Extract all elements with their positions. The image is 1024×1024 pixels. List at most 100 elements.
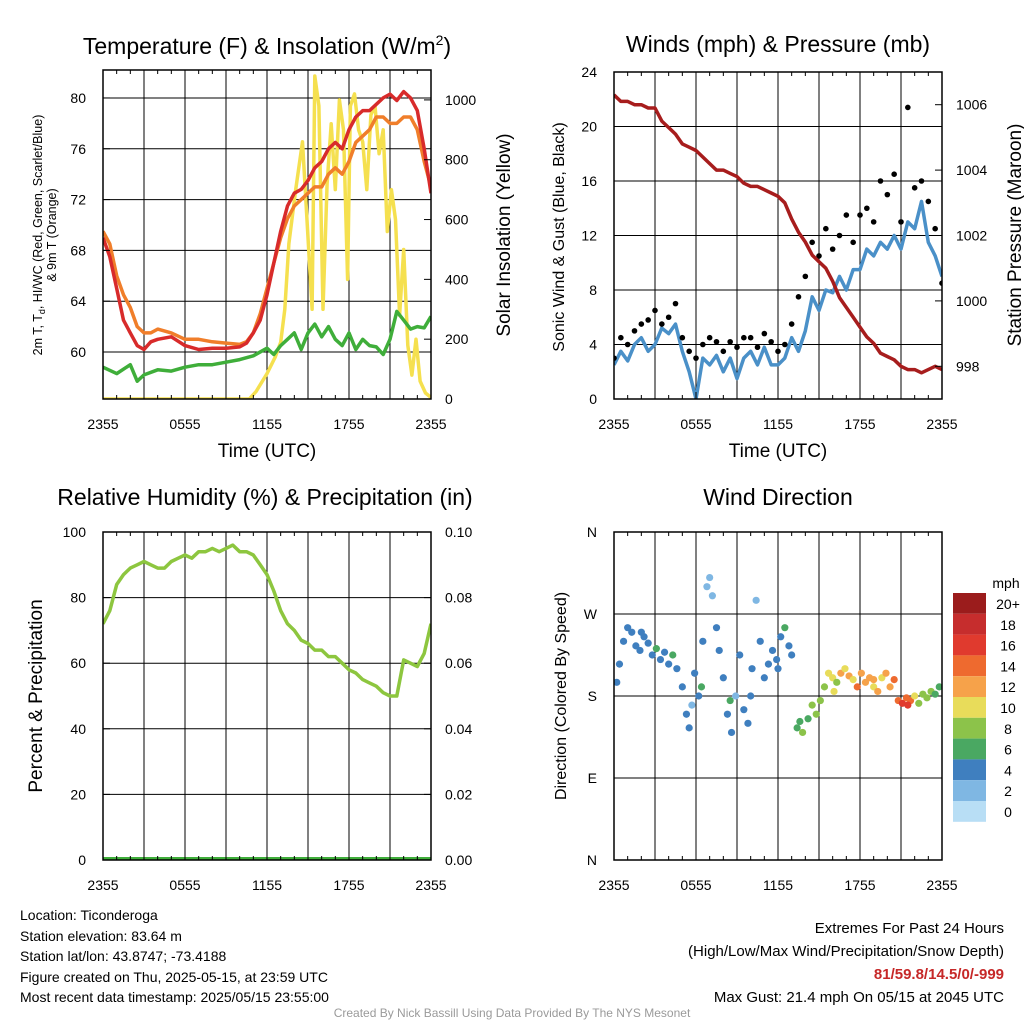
plot-area — [103, 74, 431, 399]
gust-point — [700, 341, 706, 348]
extremes-values: 81/59.8/14.5/0/-999 — [873, 966, 1004, 983]
gust-point — [693, 355, 699, 361]
temperature-title-close: ) — [443, 33, 451, 59]
wind-direction-point — [756, 637, 764, 645]
wind-direction-point — [719, 674, 727, 682]
wind-direction-point — [637, 628, 645, 636]
wind-direction-point — [904, 701, 912, 709]
winds-panel-title: Winds (mph) & Pressure (mb) — [626, 31, 930, 57]
wind-direction-point — [747, 692, 755, 700]
credit-line: Created By Nick Bassill Using Data Provi… — [333, 1006, 691, 1020]
gust-point — [843, 212, 850, 218]
gust-point — [754, 344, 761, 351]
wind-direction-point — [673, 665, 681, 673]
temperature-axes: 2355 0555 1155 1755 235560646872768002004006… — [70, 69, 476, 432]
gust-point — [850, 239, 856, 246]
station-location: Location: Ticonderoga — [20, 907, 158, 923]
y-tick-label: E — [588, 770, 597, 786]
x-tick-label: 1155 — [763, 877, 793, 893]
gust-point — [631, 328, 638, 334]
wind-direction-point — [740, 706, 748, 714]
colorbar-swatch — [953, 759, 986, 781]
x-tick-label: 2355 — [598, 416, 629, 432]
y2-tick-label: 0.06 — [445, 655, 472, 671]
y2-tick-label: 800 — [445, 152, 469, 168]
temperature-panel: Temperature (F) & Insolation (W/m2) 2355… — [31, 32, 515, 462]
y2-tick-label: 1000 — [956, 293, 987, 309]
gust-point — [768, 338, 774, 345]
y-tick-label: W — [584, 606, 598, 622]
wind-direction-point — [691, 669, 699, 677]
gust-point — [741, 334, 747, 341]
figure-created: Figure created on Thu, 2025-05-15, at 23… — [20, 968, 328, 985]
wind-direction-point — [648, 651, 656, 659]
wind-direction-point — [688, 701, 696, 709]
colorbar-swatch — [953, 780, 986, 801]
gust-point — [898, 219, 904, 225]
wind-direction-point — [652, 645, 660, 653]
wind-direction-point — [882, 669, 890, 677]
wind-direction-point — [752, 596, 760, 604]
colorbar-label: 12 — [1000, 679, 1016, 695]
y-tick-label: 60 — [70, 344, 86, 360]
max-gust: Max Gust: 21.4 mph On 05/15 at 2045 UTC — [713, 989, 1004, 1006]
wind-direction-point — [874, 687, 882, 696]
wind-direction-point — [830, 687, 838, 696]
wind-direction-point — [644, 639, 652, 647]
wind-direction-point — [804, 715, 812, 723]
temperature-series — [103, 74, 431, 399]
winds-ylabel: Sonic Wind & Gust (Blue, Black) — [551, 122, 568, 351]
series-line — [103, 89, 431, 352]
wind-direction-point — [615, 660, 624, 668]
extremes-box: Extremes For Past 24 Hours (High/Low/Max… — [688, 917, 1004, 1009]
y-tick-label: 8 — [589, 282, 597, 298]
gust-point — [884, 191, 891, 198]
colorbar-swatch — [953, 676, 986, 697]
colorbar-label: 2 — [1004, 783, 1012, 799]
y2-tick-label: 1002 — [956, 228, 987, 244]
gust-point — [659, 321, 665, 327]
colorbar-label: 10 — [1000, 700, 1016, 716]
y-tick-label: 68 — [70, 242, 86, 258]
wind-direction-point — [760, 674, 768, 682]
wind-direction-point — [703, 583, 711, 591]
colorbar-label: 18 — [1000, 617, 1016, 633]
wind-direction-point — [890, 676, 898, 684]
wind-direction-point — [833, 678, 841, 686]
humidity-axes: 2355 0555 1155 1755 23550204060801000.000.02… — [63, 524, 473, 893]
temperature-ylabel-part1: 2m T, T — [31, 314, 45, 356]
colorbar-label: 20+ — [996, 596, 1020, 612]
extremes-title: Extremes For Past 24 Hours — [814, 920, 1004, 937]
colorbar-label: 4 — [1004, 762, 1012, 778]
gust-point — [857, 212, 863, 218]
gust-point — [665, 314, 672, 321]
y-tick-label: 20 — [581, 119, 597, 135]
series-line — [614, 93, 942, 375]
wind-direction-panel: Wind Direction 2355 0555 1155 1755 2355NESWN… — [553, 484, 1020, 893]
x-tick-label: 0555 — [169, 416, 200, 432]
gust-point — [782, 341, 788, 348]
y-tick-label: 60 — [70, 655, 86, 671]
gust-point — [706, 334, 713, 341]
x-tick-label: 2355 — [87, 877, 118, 893]
y2-tick-label: 400 — [445, 271, 469, 287]
x-tick-label: 1155 — [252, 877, 282, 893]
gust-point — [795, 294, 802, 300]
y-tick-label: 0 — [589, 391, 597, 407]
colorbar-label: 0 — [1004, 804, 1012, 820]
winds-series — [614, 93, 942, 399]
wind-direction-point — [723, 710, 732, 718]
wind-direction-panel-title: Wind Direction — [703, 484, 853, 510]
y-tick-label: 100 — [63, 524, 87, 540]
y-tick-label: 16 — [581, 173, 597, 189]
y-tick-label: 20 — [70, 786, 86, 802]
humidity-panel: Relative Humidity (%) & Precipitation (i… — [26, 484, 473, 893]
gust-point — [638, 321, 645, 327]
y2-tick-label: 0.04 — [445, 721, 472, 737]
colorbar-label: 8 — [1004, 721, 1012, 737]
y2-tick-label: 998 — [956, 358, 980, 374]
y2-tick-label: 1006 — [956, 97, 987, 113]
gust-point — [734, 344, 740, 351]
gust-point — [891, 171, 897, 177]
